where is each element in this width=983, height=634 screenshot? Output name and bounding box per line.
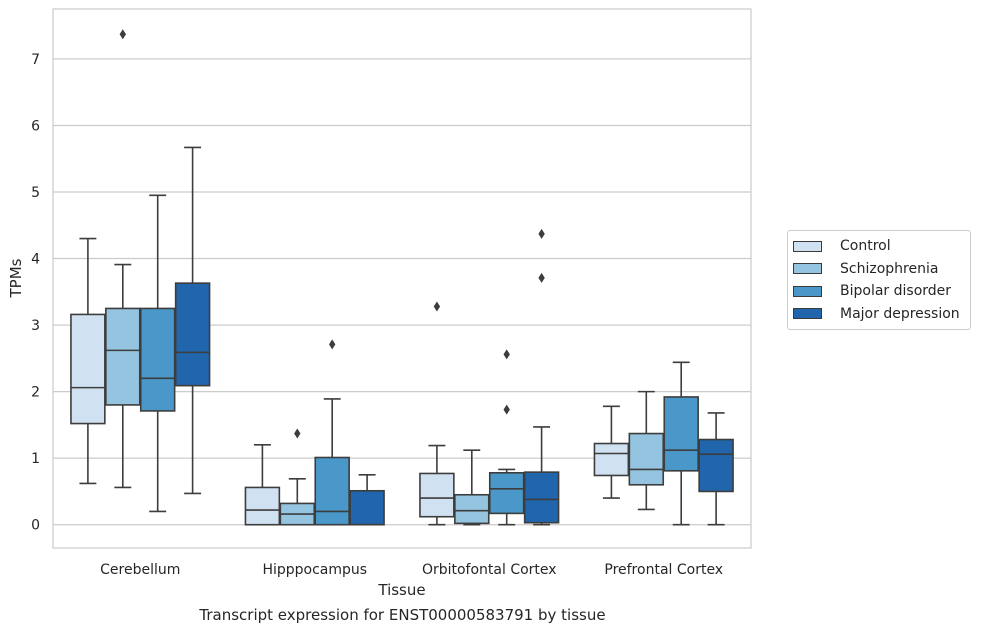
y-tick-label: 7 <box>31 52 40 68</box>
box-group <box>523 228 560 526</box>
box <box>628 432 665 486</box>
box-group <box>174 146 211 495</box>
box <box>454 493 490 525</box>
outlier-point <box>329 339 336 350</box>
y-tick-label: 1 <box>31 451 40 467</box>
legend-label: Bipolar disorder <box>840 283 952 300</box>
box <box>593 442 630 477</box>
box-group <box>454 449 490 526</box>
legend-item: Control <box>788 235 970 258</box>
box-group <box>628 390 665 511</box>
box-group <box>349 474 385 526</box>
box-group <box>593 405 630 499</box>
box-group <box>663 361 699 526</box>
outlier-point <box>433 301 441 312</box>
y-tick-label: 4 <box>31 252 40 268</box>
boxes-layer <box>70 29 734 526</box>
box <box>174 282 211 387</box>
legend-item: Schizophrenia <box>788 258 970 281</box>
box <box>314 456 350 526</box>
box-group <box>139 194 176 513</box>
box-group <box>70 237 106 485</box>
box-group <box>105 29 141 489</box>
x-tick-label: Hipppocampus <box>262 562 367 578</box>
box-group <box>698 412 734 526</box>
legend: Control Schizophrenia Bipolar disorder Majo… <box>787 230 971 330</box>
legend-label: Control <box>840 238 891 255</box>
box <box>523 471 560 524</box>
legend-item: Major depression <box>788 303 970 326</box>
outlier-point <box>538 272 545 283</box>
box <box>244 486 281 526</box>
figure-caption: Transcript expression for ENST0000058379… <box>199 606 606 624</box>
x-tick-label: Prefrontal Cortex <box>604 562 723 578</box>
box <box>663 396 699 472</box>
y-tick-label: 0 <box>31 518 40 534</box>
y-tick-labels: 0 1 2 3 4 5 6 7 <box>31 52 40 534</box>
x-axis-label: Tissue <box>377 581 425 599</box>
legend-swatch <box>793 308 822 320</box>
legend-swatch <box>793 263 822 275</box>
box-group <box>279 428 316 526</box>
outlier-point <box>503 404 510 415</box>
outlier-point <box>538 228 545 239</box>
legend-swatch <box>793 285 822 297</box>
box <box>349 489 385 526</box>
y-tick-label: 2 <box>31 385 40 401</box>
legend-swatch <box>793 240 822 252</box>
y-tick-label: 6 <box>31 118 40 134</box>
x-tick-label: Orbitofontal Cortex <box>422 562 557 578</box>
box <box>419 472 455 518</box>
y-tick-label: 3 <box>31 318 40 334</box>
x-tick-label: Cerebellum <box>100 562 180 578</box>
box-group <box>488 349 525 526</box>
outlier-point <box>294 428 301 439</box>
outlier-point <box>119 29 126 40</box>
legend-label: Major depression <box>840 305 960 322</box>
outlier-point <box>503 349 510 360</box>
box <box>70 313 106 425</box>
y-axis-label: TPMs <box>7 258 25 298</box>
box-group <box>244 444 281 526</box>
plot-area-frame <box>52 8 752 549</box>
y-tick-label: 5 <box>31 185 40 201</box>
box <box>139 307 176 412</box>
box <box>698 438 734 493</box>
box-group <box>314 339 350 526</box>
legend-item: Bipolar disorder <box>788 280 970 303</box>
box <box>105 307 141 406</box>
box <box>488 472 525 515</box>
box-group <box>419 301 455 526</box>
legend-label: Schizophrenia <box>840 260 939 277</box>
x-tick-labels: Cerebellum Hipppocampus Orbitofontal Corte… <box>100 562 723 578</box>
